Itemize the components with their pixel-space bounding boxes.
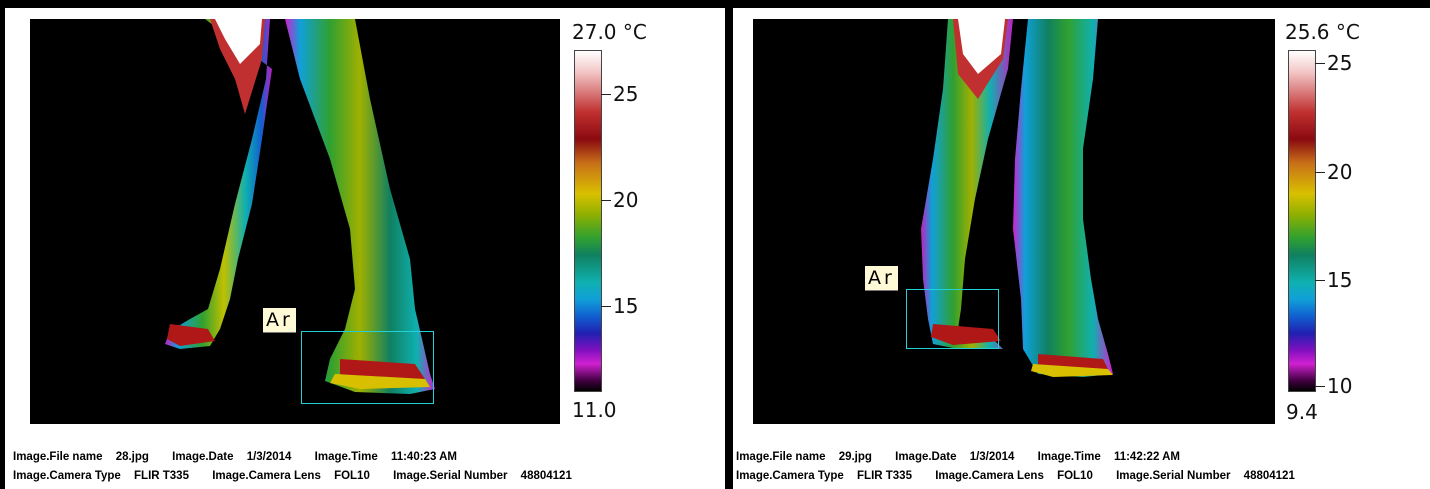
image-info-line-1: Image.File name 28.jpg Image.Date 1/3/20…	[13, 448, 477, 467]
scale-max-label: 27.0 °C	[572, 20, 647, 44]
scale-tick-label: 20	[1327, 160, 1353, 184]
top-border	[0, 0, 1430, 8]
scale-tick	[601, 200, 611, 201]
panel-divider	[725, 0, 733, 489]
color-scale-bar	[1288, 50, 1316, 392]
info-item: Image.Serial Number 48804121	[393, 470, 572, 482]
scale-tick	[1315, 63, 1325, 64]
info-item: Image.Camera Type FLIR T335	[736, 470, 912, 482]
info-item: Image.Time 11:40:23 AM	[314, 451, 457, 463]
info-item: Image.File name 28.jpg	[13, 451, 149, 463]
scale-tick-label: 15	[1327, 268, 1353, 292]
info-item: Image.File name 29.jpg	[736, 451, 872, 463]
thermal-legs-left	[165, 19, 435, 394]
thermal-image-right	[753, 19, 1275, 424]
scale-tick-label: 25	[613, 82, 639, 106]
roi-label: Ar	[865, 266, 898, 291]
thermal-panel-right: 25.6 °C 25 20 15 10 9.4 Ar Image.File na…	[733, 8, 1430, 489]
info-item: Image.Date 1/3/2014	[172, 451, 292, 463]
image-info-line-2: Image.Camera Type FLIR T335 Image.Camera…	[736, 467, 1315, 486]
scale-tick-label: 15	[613, 294, 639, 318]
scale-tick	[601, 306, 611, 307]
thermal-legs-right	[921, 19, 1113, 377]
image-info-line-1: Image.File name 29.jpg Image.Date 1/3/20…	[736, 448, 1200, 467]
scale-tick	[1315, 386, 1325, 387]
info-item: Image.Time 11:42:22 AM	[1037, 451, 1180, 463]
scale-tick	[1315, 172, 1325, 173]
info-item: Image.Serial Number 48804121	[1116, 470, 1295, 482]
info-item: Image.Camera Type FLIR T335	[13, 470, 189, 482]
roi-label: Ar	[263, 308, 296, 333]
info-item: Image.Camera Lens FOL10	[935, 470, 1093, 482]
scale-tick	[601, 94, 611, 95]
scale-tick	[1315, 280, 1325, 281]
info-item: Image.Camera Lens FOL10	[212, 470, 370, 482]
image-info-line-2: Image.Camera Type FLIR T335 Image.Camera…	[13, 467, 592, 486]
scale-tick-label: 10	[1327, 374, 1353, 398]
scale-min-label: 11.0	[572, 398, 617, 422]
color-scale-bar	[574, 50, 602, 392]
scale-max-label: 25.6 °C	[1285, 20, 1360, 44]
roi-box	[906, 289, 999, 349]
roi-box	[301, 331, 434, 404]
scale-min-label: 9.4	[1286, 400, 1318, 424]
thermal-image-left	[30, 19, 560, 424]
scale-tick-label: 25	[1327, 51, 1353, 75]
info-item: Image.Date 1/3/2014	[895, 451, 1015, 463]
thermal-panel-left: 27.0 °C 25 20 15 11.0 Ar Image.File name…	[0, 8, 725, 489]
scale-tick-label: 20	[613, 188, 639, 212]
